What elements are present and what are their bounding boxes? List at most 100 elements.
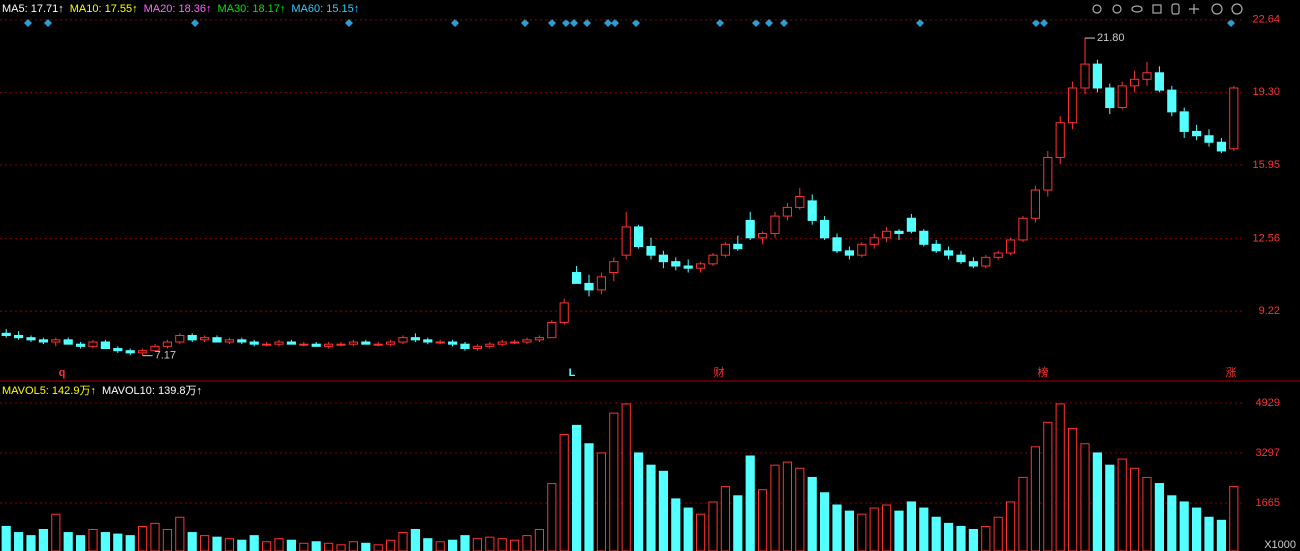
- y2-tick-label: 1665: [1256, 497, 1280, 509]
- candle-body: [1006, 239, 1016, 254]
- eye-icon[interactable]: [1131, 5, 1143, 13]
- candle-body: [559, 302, 569, 323]
- volume-bar: [125, 535, 135, 551]
- volume-bar: [410, 528, 420, 551]
- candle-body: [398, 337, 408, 343]
- volume-bar: [807, 476, 817, 551]
- candle-body: [1216, 141, 1226, 152]
- candle-body: [224, 339, 234, 343]
- volume-bar: [1229, 486, 1239, 551]
- candle-body: [1192, 130, 1202, 137]
- volume-bar: [1105, 464, 1115, 551]
- volume-bar: [51, 513, 61, 551]
- volume-bar: [609, 412, 619, 551]
- legend-item: MA30: 18.17↑: [218, 3, 286, 15]
- volume-bar: [485, 536, 495, 551]
- volume-bar: [175, 516, 185, 551]
- candle-body: [162, 341, 172, 347]
- candle-body: [1179, 111, 1189, 132]
- volume-unit: X1000: [1264, 539, 1296, 551]
- volume-bar: [1018, 476, 1028, 551]
- volume-bar: [398, 532, 408, 551]
- volume-bar: [1055, 403, 1065, 551]
- volume-bar: [100, 532, 110, 551]
- box-icon[interactable]: [1152, 4, 1162, 14]
- candle-body: [869, 237, 879, 245]
- candle-body: [510, 341, 520, 344]
- candle-body: [125, 350, 135, 354]
- volume-bar: [1068, 427, 1078, 551]
- volume-bar: [1092, 452, 1102, 551]
- volume-bar: [646, 464, 656, 551]
- candle-body: [311, 343, 321, 347]
- volume-bar: [869, 507, 879, 551]
- settings-icon[interactable]: [1092, 4, 1102, 14]
- volume-bar: [658, 470, 668, 551]
- volume-bar: [237, 539, 247, 551]
- volume-bar: [386, 539, 396, 551]
- candle-body: [931, 243, 941, 252]
- candle-body: [212, 337, 222, 343]
- toolbar: [1092, 3, 1243, 15]
- volume-bar: [448, 539, 458, 551]
- zoom-in-icon[interactable]: [1211, 3, 1223, 15]
- candle-body: [51, 339, 61, 343]
- candle-body: [919, 230, 929, 245]
- candle-body: [26, 337, 36, 341]
- candle-body: [274, 341, 284, 345]
- candle-body: [150, 345, 160, 352]
- candle-body: [745, 219, 755, 239]
- volume-bar: [1142, 476, 1152, 551]
- event-label: L: [569, 367, 576, 379]
- search-icon[interactable]: [1112, 4, 1122, 14]
- volume-legend-item: MAVOL10: 139.8万↑: [102, 385, 202, 397]
- volume-bar: [1030, 446, 1040, 551]
- y-tick-label: 9.22: [1259, 305, 1280, 317]
- candle-body: [460, 343, 470, 350]
- volume-bar: [857, 513, 867, 551]
- candle-body: [906, 217, 916, 232]
- volume-bar: [559, 434, 569, 551]
- volume-bar: [435, 541, 445, 551]
- volume-bar: [1216, 519, 1226, 551]
- volume-bar: [844, 510, 854, 551]
- event-label: q: [59, 367, 66, 379]
- candle-body: [361, 341, 371, 345]
- candle-body: [547, 321, 557, 339]
- candle-body: [1055, 122, 1065, 158]
- volume-bar: [968, 528, 978, 551]
- volume-legend-item: MAVOL5: 142.9万↑: [2, 385, 96, 397]
- candle-body: [720, 243, 730, 256]
- hand-icon[interactable]: [1171, 3, 1180, 15]
- move-icon[interactable]: [1189, 4, 1199, 14]
- volume-bar: [510, 539, 520, 551]
- zoom-out-icon[interactable]: [1231, 3, 1243, 15]
- candle-body: [1204, 135, 1214, 143]
- candle-body: [534, 337, 544, 341]
- volume-bar: [162, 528, 172, 551]
- volume-bar: [361, 542, 371, 551]
- candle-body: [138, 350, 148, 354]
- candle-body: [882, 230, 892, 239]
- volume-bar: [348, 541, 358, 551]
- candle-body: [1142, 72, 1152, 80]
- candle-body: [584, 282, 594, 291]
- volume-bar: [795, 467, 805, 551]
- candle-body: [844, 250, 854, 256]
- candle-body: [175, 334, 185, 343]
- candle-body: [373, 343, 383, 346]
- y2-tick-label: 3297: [1256, 447, 1280, 459]
- volume-bar: [88, 528, 98, 551]
- candle-body: [485, 343, 495, 347]
- volume-bar: [1154, 483, 1164, 551]
- candle-body: [795, 196, 805, 208]
- volume-bar: [572, 424, 582, 551]
- volume-bar: [944, 522, 954, 551]
- candle-body: [63, 339, 73, 345]
- candle-body: [832, 237, 842, 252]
- candle-body: [324, 343, 334, 347]
- volume-bar: [931, 516, 941, 551]
- volume-bar: [820, 492, 830, 551]
- volume-bar: [1, 525, 11, 551]
- candle-body: [1229, 87, 1239, 150]
